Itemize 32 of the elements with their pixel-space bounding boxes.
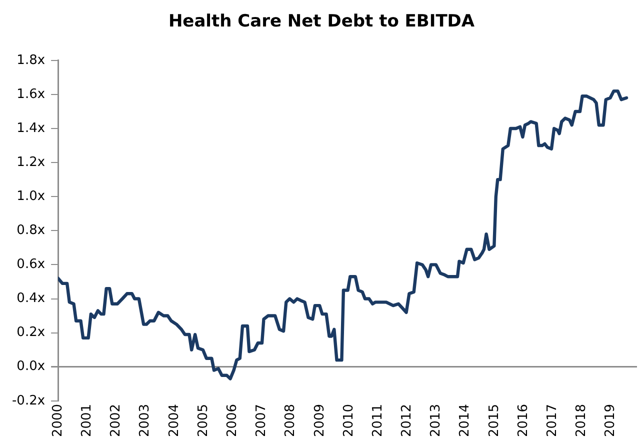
x-tick-label: 2004 <box>166 404 182 438</box>
x-tick-label: 2010 <box>341 404 356 438</box>
y-tick-label: 0.4x <box>16 291 46 306</box>
chart-title: Health Care Net Debt to EBITDA <box>168 12 476 32</box>
x-tick-label: 2003 <box>138 404 153 438</box>
x-tick-label: 2007 <box>254 404 270 438</box>
x-tick-label: 2014 <box>458 404 473 438</box>
x-tick-label: 2009 <box>312 404 328 438</box>
x-tick-label: 2012 <box>400 404 415 438</box>
y-tick-label: 0.6x <box>16 257 46 272</box>
y-tick-label: 1.2x <box>16 154 46 170</box>
y-tick-label: 0.0x <box>16 359 46 374</box>
y-tick-label: 1.6x <box>16 86 46 102</box>
y-tick-label: 0.8x <box>16 223 46 238</box>
x-tick-label: 2000 <box>50 404 66 438</box>
x-tick-label: 2017 <box>545 404 560 438</box>
y-tick-label: -0.2x <box>12 393 46 408</box>
x-tick-label: 2019 <box>603 404 618 438</box>
y-tick-label: 1.0x <box>16 188 46 204</box>
y-tick-label: 1.4x <box>16 120 46 136</box>
x-tick-label: 2011 <box>370 404 386 438</box>
y-tick-label: 1.8x <box>16 52 46 68</box>
x-tick-label: 2013 <box>428 404 444 438</box>
x-tick-label: 2001 <box>80 404 95 438</box>
x-tick-label: 2016 <box>516 404 531 438</box>
x-tick-label: 2006 <box>224 404 240 438</box>
x-tick-label: 2015 <box>486 404 502 438</box>
x-tick-label: 2008 <box>283 404 298 438</box>
x-tick-label: 2018 <box>574 404 590 438</box>
y-tick-label: 0.2x <box>16 325 46 340</box>
x-tick-label: 2005 <box>196 404 211 438</box>
x-tick-label: 2002 <box>108 404 124 438</box>
